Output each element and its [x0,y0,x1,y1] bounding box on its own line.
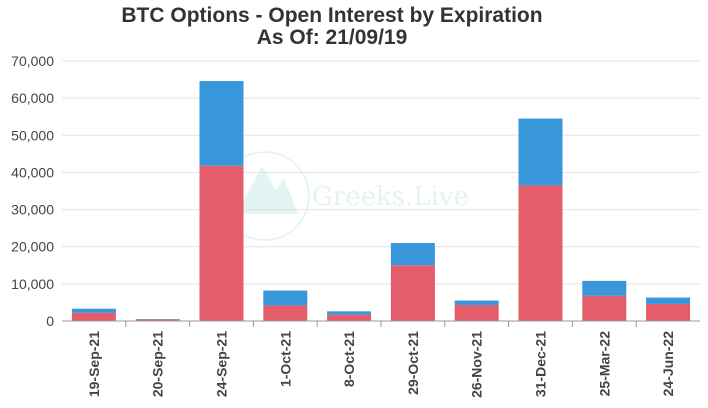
bars [71,81,691,321]
x-tick-label: 24-Jun-22 [660,331,676,397]
gridlines [62,60,700,285]
bar-segment-s2 [327,311,372,315]
bar-segment-s1 [71,312,116,321]
y-tick-label: 70,000 [11,53,54,69]
x-tick-label: 26-Nov-21 [469,331,485,398]
bar-segment-s2 [199,81,244,166]
x-tick-label: 31-Dec-21 [533,331,549,397]
x-tick-label: 20-Sep-21 [150,331,166,397]
bar-segment-s1 [582,295,627,321]
y-tick-label: 20,000 [11,239,54,255]
watermark-text: Greeks.Live [312,182,469,212]
bar-segment-s1 [454,305,499,321]
x-tick-label: 24-Sep-21 [214,331,230,397]
watermark: Greeks.Live [220,151,469,241]
x-tick-label: 8-Oct-21 [341,331,357,387]
x-tick-label: 25-Mar-22 [596,331,612,397]
x-axis: 19-Sep-21 20-Sep-21 24-Sep-21 1-Oct-21 8-Oct… [62,320,700,398]
y-tick-label: 10,000 [11,276,54,292]
bar-segment-s2 [518,118,563,186]
chart-title: BTC Options - Open Interest by Expiratio… [121,4,542,27]
bar-segment-s2 [390,243,435,266]
bar-segment-s2 [646,297,691,304]
x-tick-label: 19-Sep-21 [86,331,102,397]
bar-segment-s2 [263,290,308,306]
bar-segment-s1 [518,185,563,321]
bar-segment-s2 [582,280,627,296]
y-tick-label: 30,000 [11,202,54,218]
bar-segment-s1 [263,305,308,321]
y-tick-label: 60,000 [11,90,54,106]
bar-segment-s1 [135,319,180,321]
chart-subtitle: As Of: 21/09/19 [257,26,408,49]
x-tick-label: 1-Oct-21 [277,331,293,387]
x-tick-label: 29-Oct-21 [405,331,421,395]
y-tick-label: 40,000 [11,164,54,180]
y-tick-label: 0 [46,313,54,329]
bar-segment-s1 [327,314,372,321]
bar-segment-s1 [390,265,435,321]
y-axis: 0 10,000 20,000 30,000 40,000 50,000 60,000 70,… [11,53,54,329]
bar-segment-s1 [199,165,244,321]
bar-segment-s2 [454,300,499,306]
bar-segment-s2 [71,308,116,313]
y-tick-label: 50,000 [11,127,54,143]
bar-segment-s1 [646,303,691,321]
